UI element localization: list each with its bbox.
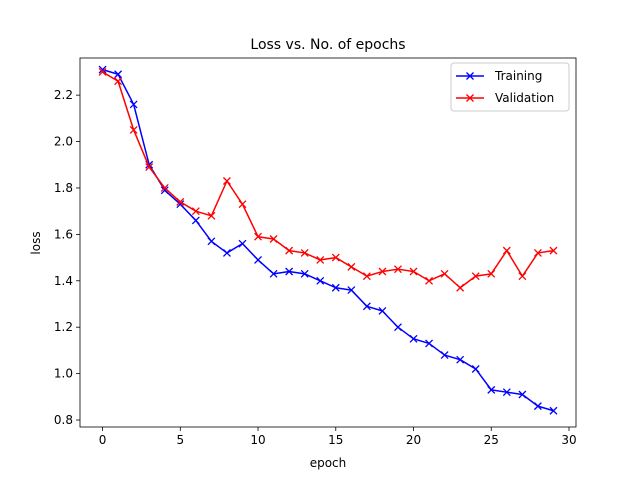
y-axis-label: loss	[29, 231, 43, 254]
x-tick-label: 0	[99, 433, 107, 447]
x-tick-label: 15	[328, 433, 343, 447]
validation-point	[145, 163, 154, 172]
training-point	[362, 302, 371, 311]
validation-point	[254, 232, 262, 241]
training-point	[487, 385, 496, 394]
validation-point	[114, 77, 123, 86]
legend-item-validation: Validation	[456, 91, 554, 105]
legend-item-training: Training	[456, 69, 542, 83]
validation-point	[378, 267, 387, 276]
validation-point	[471, 272, 480, 281]
legend-label: Training	[494, 69, 542, 83]
y-tick-label: 1.8	[54, 181, 73, 195]
training-point	[300, 269, 309, 278]
training-point	[394, 323, 402, 332]
x-axis-label: epoch	[310, 456, 347, 470]
training-point	[378, 307, 387, 315]
training-point	[207, 237, 216, 246]
training-point	[518, 390, 527, 399]
x-tick-label: 30	[561, 433, 576, 447]
validation-point	[425, 276, 434, 285]
validation-point	[222, 177, 231, 185]
validation-point	[98, 67, 107, 76]
training-point	[238, 239, 247, 248]
training-point	[285, 267, 294, 276]
training-point	[269, 269, 278, 278]
validation-point	[207, 211, 216, 220]
validation-point	[238, 200, 247, 209]
x-tick-label: 25	[484, 433, 499, 447]
validation-point	[518, 272, 527, 281]
validation-point	[191, 207, 200, 216]
validation-point	[129, 125, 138, 134]
chart-title: Loss vs. No. of epochs	[250, 37, 405, 53]
training-point	[114, 70, 123, 79]
training-point	[425, 339, 434, 348]
y-tick-label: 1.6	[54, 227, 73, 241]
validation-point	[300, 248, 309, 257]
y-tick-label: 1.2	[54, 320, 73, 334]
legend: Training Validation	[450, 62, 570, 112]
validation-point	[502, 246, 511, 255]
validation-point	[331, 253, 340, 262]
training-point	[456, 355, 465, 364]
x-tick-label: 20	[406, 433, 421, 447]
training-point	[347, 286, 356, 295]
training-point	[533, 402, 542, 411]
y-axis-ticks: 0.8 1.0 1.2 1.4 1.6 1.8 2.0 2.2	[54, 88, 80, 427]
validation-point	[394, 265, 402, 274]
y-tick-label: 0.8	[54, 413, 73, 427]
training-point	[409, 334, 418, 343]
training-point	[176, 200, 185, 209]
training-point	[160, 186, 169, 195]
training-point	[98, 65, 107, 74]
validation-point	[176, 197, 185, 206]
validation-point	[285, 246, 294, 255]
validation-point	[440, 269, 449, 278]
validation-point	[160, 184, 169, 192]
validation-point	[487, 269, 496, 278]
validation-point	[269, 235, 278, 243]
x-tick-label: 10	[250, 433, 265, 447]
legend-box	[450, 62, 570, 112]
y-tick-label: 2.0	[54, 135, 73, 149]
series-layer	[98, 65, 558, 415]
training-point	[440, 351, 449, 360]
training-point	[191, 216, 200, 225]
validation-point	[549, 246, 558, 255]
training-point	[471, 365, 480, 373]
training-point	[316, 276, 325, 285]
validation-point	[456, 283, 465, 292]
validation-point	[347, 262, 356, 271]
training-point	[331, 283, 340, 292]
training-point	[254, 255, 262, 264]
training-point	[502, 388, 511, 397]
validation-point	[316, 255, 325, 264]
y-tick-label: 2.2	[54, 88, 73, 102]
validation-point	[362, 272, 371, 281]
legend-label: Validation	[495, 91, 554, 105]
y-tick-label: 1.4	[54, 274, 73, 288]
axes-frame	[79, 57, 577, 428]
training-point	[222, 248, 231, 257]
validation-point	[533, 248, 542, 257]
y-tick-label: 1.0	[54, 367, 73, 381]
training-point	[549, 406, 558, 415]
x-axis-ticks: 0 5 10 15 20 25 30	[99, 427, 577, 447]
training-point	[129, 100, 138, 109]
x-tick-label: 5	[176, 433, 184, 447]
validation-point	[409, 267, 418, 276]
